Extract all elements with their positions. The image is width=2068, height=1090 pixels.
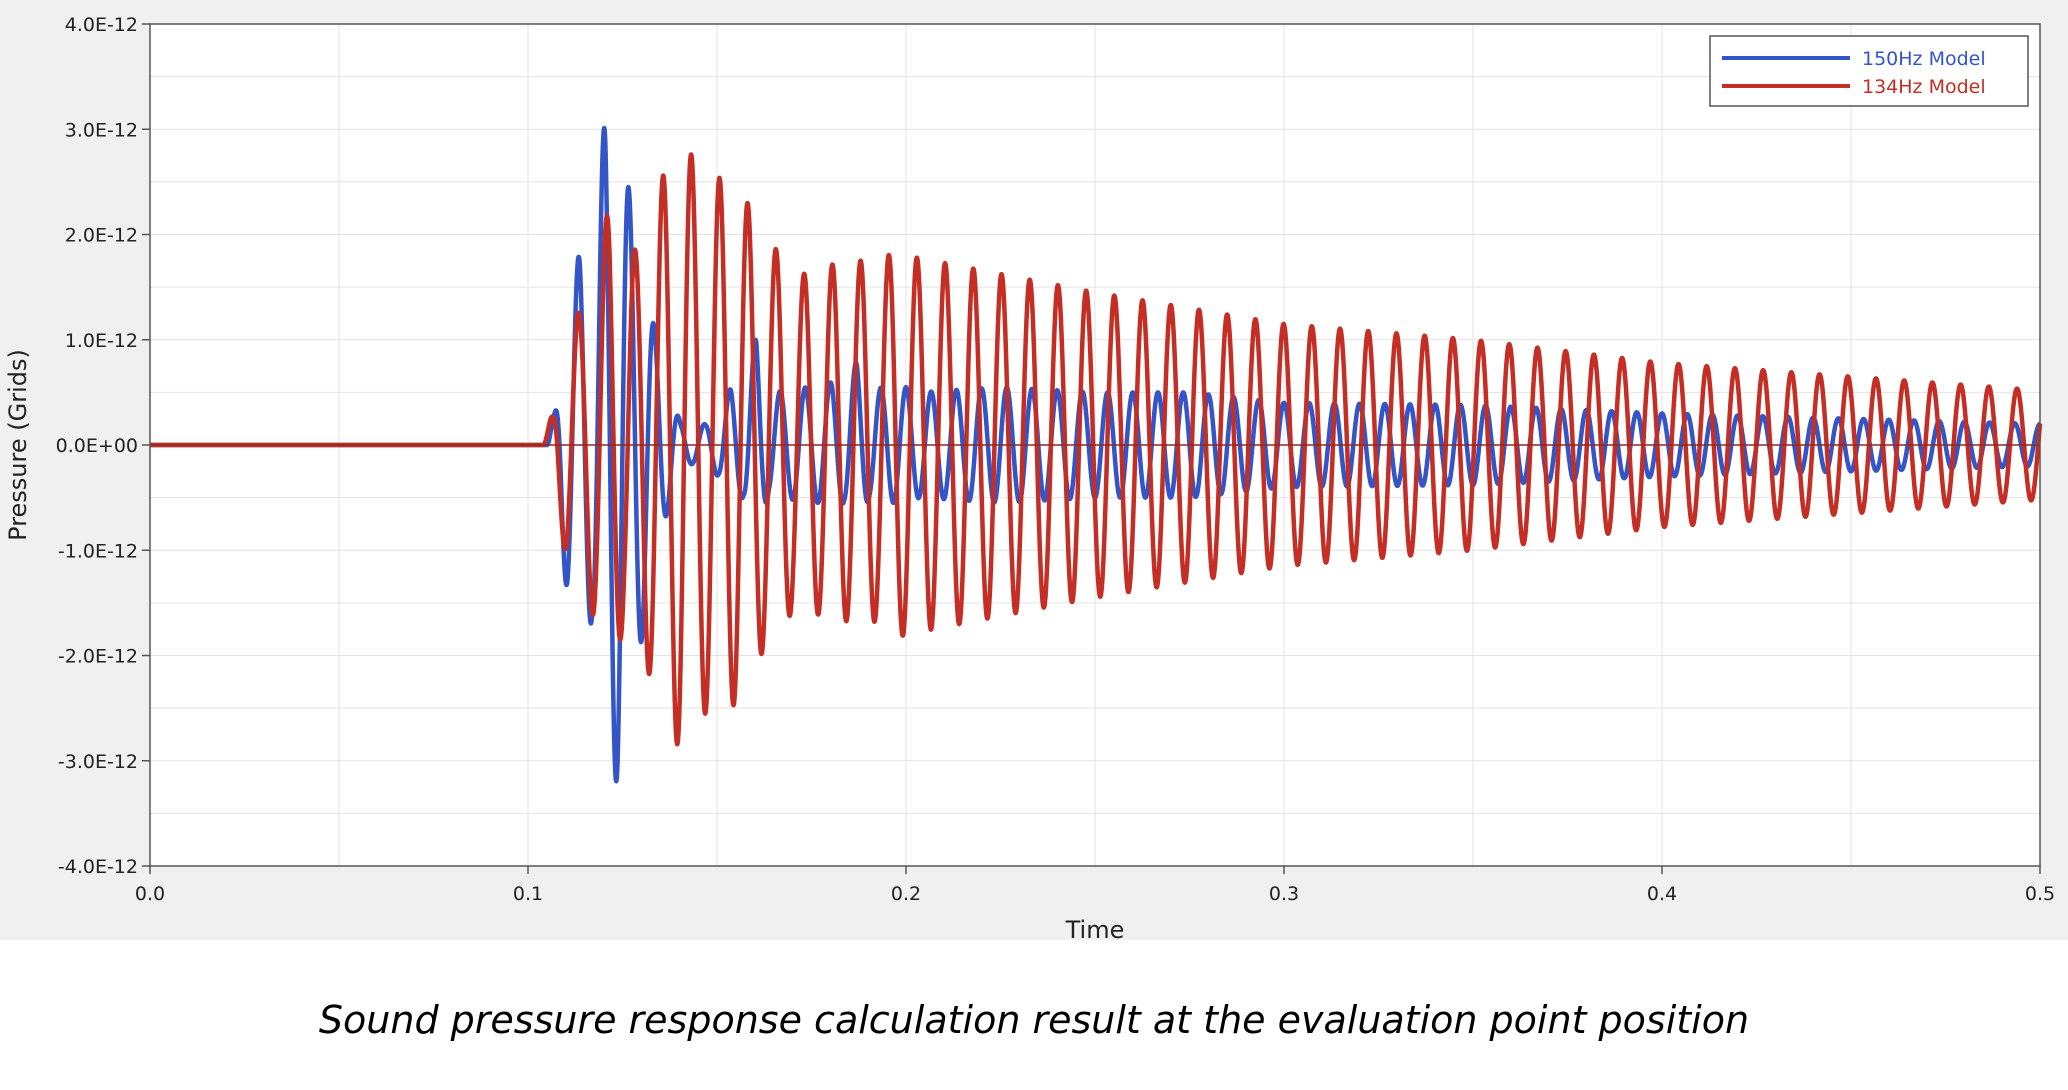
x-axis-title: Time (1065, 916, 1125, 940)
y-tick-label: 4.0E-12 (65, 14, 138, 36)
legend-label-2: 134Hz Model (1862, 76, 1986, 98)
y-tick-label: -4.0E-12 (58, 856, 138, 878)
legend-label-1: 150Hz Model (1862, 48, 1986, 70)
chart-figure: 4.0E-12 3.0E-12 2.0E-12 1.0E-12 0.0E+00 -1.0E… (0, 0, 2068, 940)
y-tick-label: 0.0E+00 (56, 435, 138, 457)
y-tick-labels: 4.0E-12 3.0E-12 2.0E-12 1.0E-12 0.0E+00 -1.0E… (56, 14, 138, 878)
x-tick-label: 0.5 (2025, 883, 2055, 905)
figure-caption: Sound pressure response calculation resu… (318, 998, 1750, 1042)
x-tick-label: 0.2 (891, 883, 921, 905)
y-axis-title: Pressure (Grids) (4, 349, 32, 541)
y-tick-label: 1.0E-12 (65, 330, 138, 352)
x-tick-label: 0.1 (513, 883, 543, 905)
x-tick-labels: 0.0 0.1 0.2 0.3 0.4 0.5 (135, 883, 2055, 905)
x-tick-label: 0.3 (1269, 883, 1299, 905)
axes-frame (142, 23, 2041, 874)
y-tick-label: -3.0E-12 (58, 751, 138, 773)
y-tick-label: -1.0E-12 (58, 540, 138, 562)
x-tick-label: 0.4 (1647, 883, 1677, 905)
y-tick-label: 2.0E-12 (65, 225, 138, 247)
y-tick-label: -2.0E-12 (58, 646, 138, 668)
legend: 150Hz Model 134Hz Model (1709, 35, 2029, 107)
legend-box (1709, 35, 2029, 107)
pressure-time-chart: 4.0E-12 3.0E-12 2.0E-12 1.0E-12 0.0E+00 -1.0E… (4, 14, 2055, 940)
y-tick-label: 3.0E-12 (65, 119, 138, 141)
series-lines (147, 125, 2043, 784)
x-tick-label: 0.0 (135, 883, 165, 905)
